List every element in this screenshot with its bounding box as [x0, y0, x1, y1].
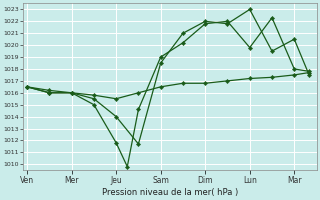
X-axis label: Pression niveau de la mer( hPa ): Pression niveau de la mer( hPa ): [102, 188, 238, 197]
